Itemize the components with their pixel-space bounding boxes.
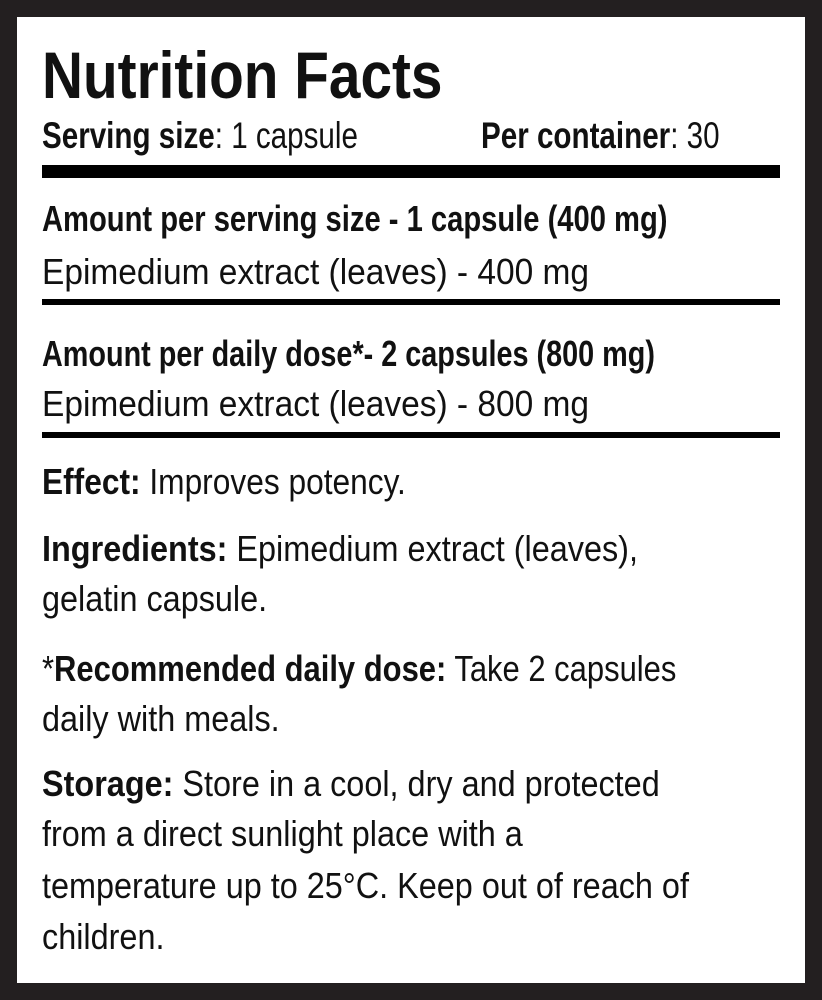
serving-size-label: Serving size <box>42 115 215 156</box>
per-serving-heading: Amount per serving size - 1 capsule (400… <box>42 198 668 239</box>
ingredients-label: Ingredients: <box>42 528 228 569</box>
dose-asterisk: * <box>42 648 55 689</box>
per-daily-line: Epimedium extract (leaves) - 800 mg <box>42 383 590 424</box>
dose-line-2: daily with meals. <box>42 698 280 739</box>
dose-text: Take 2 capsules <box>446 648 677 689</box>
effect-text: Improves potency. <box>140 461 406 502</box>
storage-line-4: children. <box>42 916 165 957</box>
effect: Effect: Improves potency. <box>42 464 406 500</box>
per-serving-line: Epimedium extract (leaves) - 400 mg <box>42 251 590 292</box>
dose-label: Recommended daily dose: <box>54 648 447 689</box>
recommended-dose: *Recommended daily dose: Take 2 capsules <box>42 651 676 687</box>
thick-divider <box>42 165 780 178</box>
per-daily-heading: Amount per daily dose*- 2 capsules (800 … <box>42 333 655 374</box>
effect-label: Effect: <box>42 461 141 502</box>
ingredients: Ingredients: Epimedium extract (leaves), <box>42 531 638 567</box>
ingredients-text: Epimedium extract (leaves), <box>227 528 638 569</box>
divider <box>42 299 780 305</box>
per-container-value: : 30 <box>670 115 720 156</box>
storage-line-2: from a direct sunlight place with a <box>42 813 523 854</box>
storage-line-3: temperature up to 25°C. Keep out of reac… <box>42 865 689 906</box>
serving-size-value: : 1 capsule <box>214 115 358 156</box>
serving-size: Serving size: 1 capsule <box>42 117 358 154</box>
divider <box>42 432 780 438</box>
storage-text: Store in a cool, dry and protected <box>173 763 660 804</box>
ingredients-line-2: gelatin capsule. <box>42 578 268 619</box>
page-title: Nutrition Facts <box>42 38 443 112</box>
per-container-label: Per container <box>481 115 671 156</box>
storage: Storage: Store in a cool, dry and protec… <box>42 766 660 802</box>
storage-label: Storage: <box>42 763 174 804</box>
per-container: Per container: 30 <box>481 117 720 154</box>
